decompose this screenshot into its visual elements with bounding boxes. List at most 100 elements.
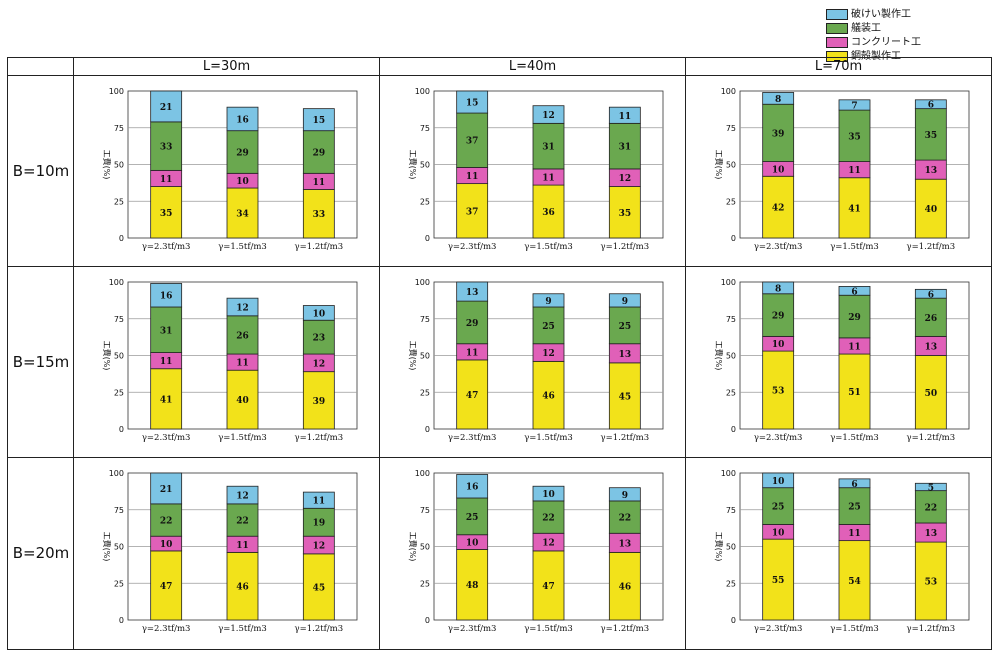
data-label: 12 <box>542 111 555 121</box>
y-tick-label: 50 <box>114 543 124 552</box>
y-axis-label: 工費(%) <box>408 150 418 180</box>
data-label: 39 <box>772 129 785 139</box>
data-label: 35 <box>925 131 938 141</box>
y-tick-label: 50 <box>726 161 736 170</box>
data-label: 7 <box>851 101 857 111</box>
bar-segment <box>608 487 641 502</box>
data-label: 10 <box>466 539 479 549</box>
data-label: 12 <box>313 359 326 369</box>
x-category-label: γ=1.2tf/m3 <box>907 242 956 252</box>
x-category-label: γ=2.3tf/m3 <box>754 433 803 443</box>
data-label: 35 <box>619 209 632 219</box>
grid-divider <box>685 58 686 649</box>
y-tick-label: 0 <box>119 234 124 243</box>
bar-segment <box>914 99 947 110</box>
bar-segment <box>762 538 795 621</box>
data-label: 11 <box>236 359 249 369</box>
bar-segment <box>838 286 871 296</box>
stacked-bar-chart: 0 25 50 75 100 工費(%) 47 10 22 21 γ=2.3tf/m3 46 11 22 1… <box>74 458 379 648</box>
data-label: 29 <box>772 312 785 322</box>
y-tick-label: 0 <box>731 616 736 625</box>
data-label: 13 <box>619 350 632 360</box>
x-category-label: γ=2.3tf/m3 <box>754 242 803 252</box>
data-label: 23 <box>313 334 326 344</box>
stacked-bar-chart: 0 25 50 75 100 工費(%) 48 10 25 16 γ=2.3tf/m3 47 12 22 1… <box>380 458 685 648</box>
chart-svg: 0 25 50 75 100 工費(%) 48 10 25 16 γ=2.3tf/m3 47 12 22 1… <box>408 469 664 634</box>
chart-svg: 0 25 50 75 100 工費(%) 47 10 22 21 γ=2.3tf/m3 46 11 22 1… <box>102 469 358 634</box>
bar-segment <box>302 319 335 355</box>
x-category-label: γ=2.3tf/m3 <box>448 433 497 443</box>
y-axis-label: 工費(%) <box>102 532 112 562</box>
bar-segment <box>456 497 489 536</box>
legend-item: コンクリート工 <box>826 36 996 49</box>
legend-label: 破けい製作工 <box>851 9 911 20</box>
data-label: 5 <box>928 483 934 493</box>
legend: 破けい製作工 艤装工 コンクリート工 鋼殻製作工 <box>826 8 996 64</box>
chart-svg: 0 25 50 75 100 工費(%) 35 11 33 21 γ=2.3tf/m3 34 10 29 1… <box>102 87 358 252</box>
data-label: 31 <box>542 143 555 153</box>
bar-segment <box>608 500 641 534</box>
bar-segment <box>838 487 871 525</box>
data-label: 16 <box>466 483 479 493</box>
bar-segment <box>456 300 489 345</box>
data-label: 31 <box>160 326 173 336</box>
bar-segment <box>226 130 259 174</box>
y-tick-label: 25 <box>420 579 430 588</box>
data-label: 25 <box>542 322 555 332</box>
data-label: 53 <box>772 387 785 397</box>
bar-segment <box>532 293 565 308</box>
data-label: 40 <box>236 396 249 406</box>
x-category-label: γ=2.3tf/m3 <box>142 433 191 443</box>
y-tick-label: 50 <box>420 161 430 170</box>
data-label: 45 <box>313 583 326 593</box>
bar-segment <box>838 540 871 621</box>
data-label: 22 <box>619 514 632 524</box>
data-label: 11 <box>848 529 861 539</box>
x-category-label: γ=1.2tf/m3 <box>907 624 956 634</box>
y-tick-label: 25 <box>726 388 736 397</box>
data-label: 13 <box>925 342 938 352</box>
bar-segment <box>302 553 335 621</box>
x-category-label: γ=1.5tf/m3 <box>524 433 573 443</box>
y-tick-label: 75 <box>726 506 736 515</box>
bar-segment <box>838 353 871 430</box>
chart-svg: 0 25 50 75 100 工費(%) 42 10 39 8 γ=2.3tf/m3 41 11 35 7 γ… <box>714 87 970 252</box>
bar-segment <box>532 105 565 124</box>
y-tick-label: 75 <box>420 124 430 133</box>
y-axis-label: 工費(%) <box>714 532 724 562</box>
data-label: 11 <box>313 178 326 188</box>
bar-segment <box>838 109 871 162</box>
bar-segment <box>456 549 489 621</box>
y-tick-label: 0 <box>731 425 736 434</box>
data-label: 11 <box>466 348 479 358</box>
legend-swatch <box>826 51 848 62</box>
data-label: 19 <box>313 519 326 529</box>
data-label: 45 <box>619 392 632 402</box>
stacked-bar-chart: 0 25 50 75 100 工費(%) 55 10 25 10 γ=2.3tf/m3 54 11 25 6… <box>686 458 991 648</box>
y-tick-label: 50 <box>726 543 736 552</box>
bar-segment <box>762 487 795 525</box>
bar-segment <box>532 184 565 239</box>
legend-label: 艤装工 <box>851 23 881 34</box>
data-label: 12 <box>542 349 555 359</box>
bar-segment <box>608 306 641 345</box>
data-label: 6 <box>851 287 857 297</box>
data-label: 6 <box>928 290 934 300</box>
y-tick-label: 75 <box>420 506 430 515</box>
stacked-bar-chart: 0 25 50 75 100 工費(%) 53 10 29 8 γ=2.3tf/m3 51 11 29 6 γ… <box>686 267 991 457</box>
bar-segment <box>608 293 641 308</box>
y-axis-label: 工費(%) <box>714 341 724 371</box>
y-tick-label: 0 <box>425 425 430 434</box>
bar-segment <box>532 485 565 502</box>
y-tick-label: 25 <box>114 579 124 588</box>
data-label: 47 <box>466 391 479 401</box>
y-tick-label: 25 <box>726 197 736 206</box>
bar-segment <box>226 485 259 505</box>
bar-segment <box>762 92 795 105</box>
data-label: 22 <box>925 503 938 513</box>
y-axis-label: 工費(%) <box>102 341 112 371</box>
data-label: 46 <box>619 583 632 593</box>
y-tick-label: 25 <box>726 579 736 588</box>
data-label: 13 <box>466 288 479 298</box>
y-tick-label: 100 <box>721 278 736 287</box>
